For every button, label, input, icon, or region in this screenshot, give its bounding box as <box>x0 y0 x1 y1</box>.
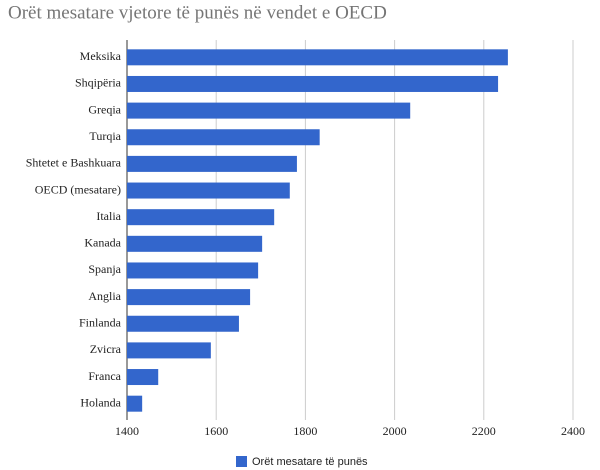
bar <box>127 102 411 119</box>
bar <box>127 182 290 199</box>
legend-swatch <box>236 456 247 467</box>
y-tick-label: Italia <box>96 209 121 223</box>
bar <box>127 289 251 306</box>
bar <box>127 369 159 386</box>
x-tick-label: 1600 <box>204 424 228 438</box>
y-tick-label: Greqia <box>88 102 121 116</box>
x-tick-label: 1800 <box>293 424 317 438</box>
x-tick-label: 2400 <box>561 424 585 438</box>
y-tick-label: Kanada <box>84 236 121 250</box>
bar <box>127 342 211 359</box>
y-tick-label: Spanja <box>88 262 121 276</box>
bar <box>127 315 239 332</box>
bar <box>127 49 508 66</box>
legend-label: Orët mesatare të punës <box>252 456 368 468</box>
y-tick-label: Holanda <box>80 395 121 409</box>
bar <box>127 129 320 146</box>
y-tick-label: Finlanda <box>79 316 122 330</box>
bar <box>127 209 275 226</box>
x-tick-label: 1400 <box>115 424 139 438</box>
x-tick-label: 2200 <box>472 424 496 438</box>
y-tick-label: Meksika <box>80 49 122 63</box>
y-tick-label: Franca <box>88 369 121 383</box>
bar <box>127 395 143 412</box>
y-tick-label: Turqia <box>89 129 121 143</box>
bar <box>127 235 263 252</box>
bar <box>127 75 499 92</box>
y-tick-label: Zvicra <box>90 342 122 356</box>
bar <box>127 155 297 172</box>
y-tick-label: Shtetet e Bashkuara <box>26 156 122 170</box>
y-tick-label: OECD (mesatare) <box>35 182 121 196</box>
bar <box>127 262 259 279</box>
x-tick-label: 2000 <box>383 424 407 438</box>
y-tick-label: Anglia <box>88 289 121 303</box>
chart-title: Orët mesatare vjetore të punës në vendet… <box>8 2 387 23</box>
y-tick-label: Shqipëria <box>75 76 122 90</box>
